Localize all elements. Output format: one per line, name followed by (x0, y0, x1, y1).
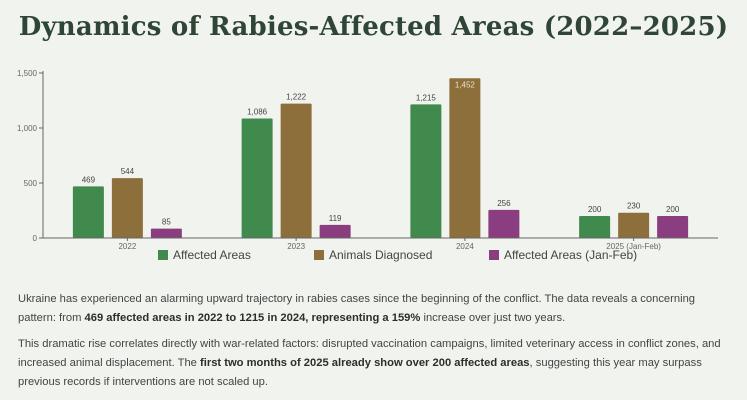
paragraph-text: Ukraine has experienced an alarming upwa… (18, 293, 696, 324)
legend-item: Affected Areas (Jan-Feb) (489, 248, 637, 262)
y-tick-label: 1,500 (17, 69, 38, 78)
highlight-text: 469 affected areas in 2022 to 1215 in 20… (84, 312, 421, 324)
legend-label: Affected Areas (Jan-Feb) (504, 248, 638, 262)
bars (72, 78, 689, 238)
bar-affected-areas-2022 (72, 186, 104, 238)
chart-title: Dynamics of Rabies-Affected Areas (2022–… (18, 12, 729, 42)
bar-animals-diagnosed-2022 (111, 178, 143, 238)
bar-animals-diagnosed-2025-jan-feb- (618, 212, 650, 238)
data-label: 230 (627, 202, 641, 211)
paragraph-text: increase over just two years. (420, 312, 566, 324)
y-axis: 0 500 1,000 1,500 (17, 69, 44, 243)
data-label: 119 (329, 214, 342, 223)
legend-swatch (158, 250, 168, 260)
x-tick-label: 2025 (Jan-Feb) (606, 242, 661, 251)
bar-affected-areas-jan-feb--2025-jan-feb- (657, 216, 689, 238)
legend-swatch (489, 250, 499, 260)
bar-affected-areas-2025-jan-feb- (579, 216, 611, 238)
description-text: Ukraine has experienced an alarming upwa… (18, 290, 733, 399)
legend-swatch (314, 250, 324, 260)
data-label: 1,215 (416, 93, 437, 102)
bar-affected-areas-jan-feb--2022 (150, 228, 182, 238)
y-tick-label: 500 (24, 179, 38, 188)
bar-affected-areas-2024 (410, 104, 442, 238)
data-label: 256 (497, 199, 511, 208)
legend-item: Animals Diagnosed (314, 248, 432, 262)
data-label: 544 (121, 167, 135, 176)
bar-affected-areas-jan-feb--2023 (319, 224, 351, 238)
bar-affected-areas-2023 (241, 118, 273, 238)
chart-legend: Affected Areas Animals Diagnosed Affected … (0, 248, 747, 264)
paragraph: This dramatic rise correlates directly w… (18, 335, 733, 392)
bar-animals-diagnosed-2023 (280, 103, 312, 238)
legend-item: Affected Areas (158, 248, 251, 262)
x-tick-label: 2023 (287, 242, 305, 251)
x-axis: 2022 2023 2024 2025 (Jan-Feb) (43, 237, 718, 251)
paragraph-text: , suggesting this year may surpass previ… (18, 357, 702, 388)
bar-animals-diagnosed-2024 (449, 78, 481, 238)
data-label: 1,452 (455, 80, 476, 89)
y-tick-label: 0 (33, 234, 38, 243)
bar-chart: 0 500 1,000 1,500 469 544 85 1,086 1,222 119 1,21… (17, 69, 718, 251)
data-label: 1,086 (247, 108, 268, 117)
data-label: 85 (162, 218, 171, 227)
y-tick-label: 1,000 (17, 124, 38, 133)
data-labels: 469 544 85 1,086 1,222 119 1,215 1,452 256 200 230… (82, 80, 680, 226)
data-label: 469 (82, 175, 96, 184)
x-tick-label: 2022 (118, 242, 136, 251)
legend-label: Animals Diagnosed (329, 248, 433, 262)
data-label: 200 (666, 205, 680, 214)
legend-label: Affected Areas (173, 248, 251, 262)
highlight-text: first two months of 2025 already show ov… (200, 357, 530, 369)
data-label: 200 (588, 205, 602, 214)
paragraph-text: This dramatic rise correlates directly w… (18, 338, 721, 369)
bar-affected-areas-jan-feb--2024 (488, 209, 520, 238)
x-tick-label: 2024 (456, 242, 474, 251)
paragraph: Ukraine has experienced an alarming upwa… (18, 290, 733, 328)
data-label: 1,222 (286, 93, 307, 102)
